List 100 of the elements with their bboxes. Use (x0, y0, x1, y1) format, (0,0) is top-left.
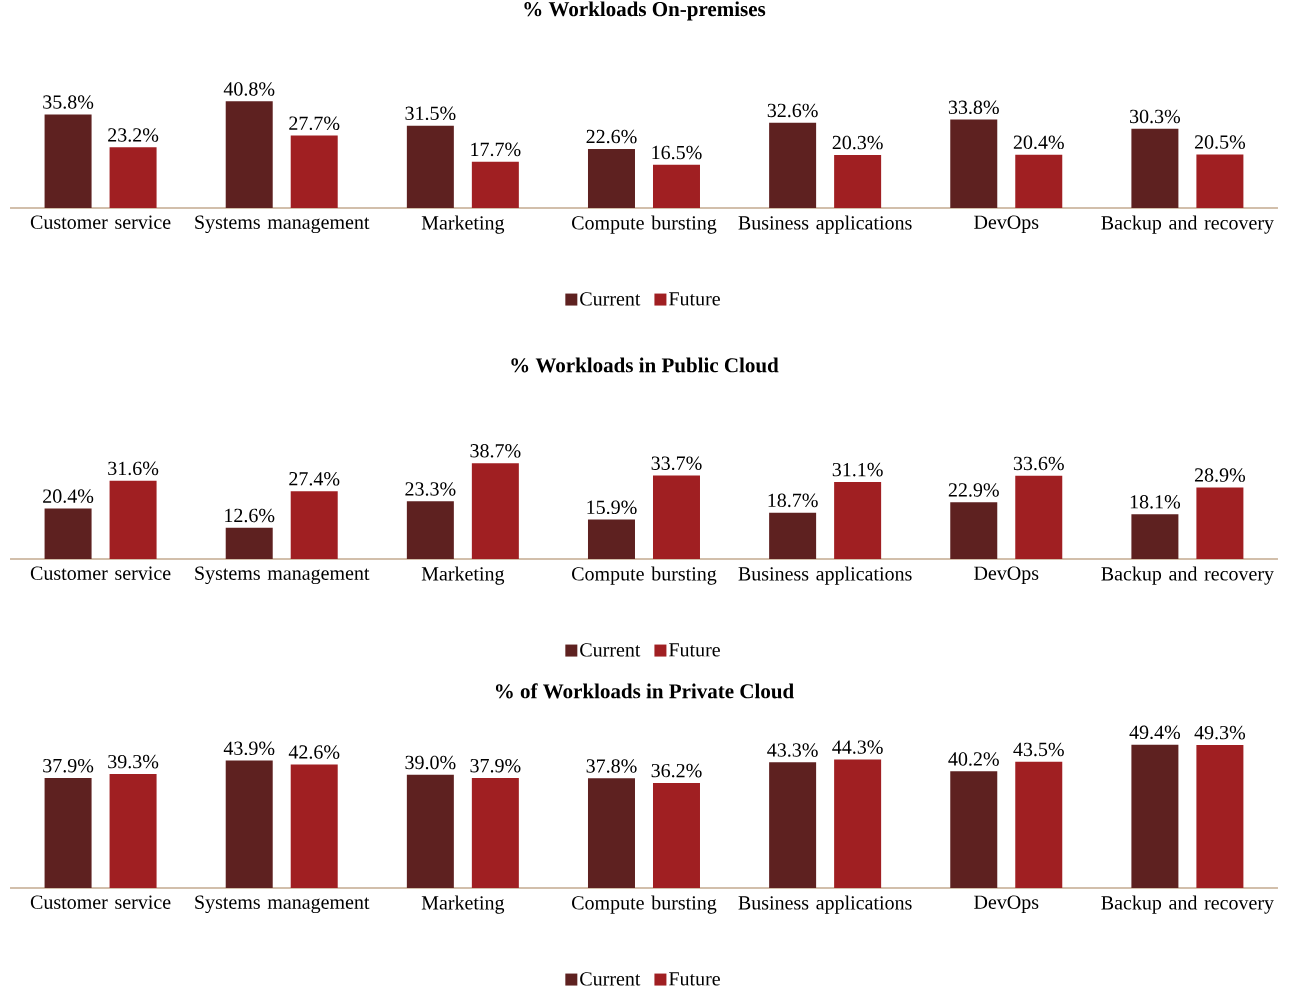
x-tick-label: Systems management (195, 566, 370, 585)
bar (1131, 128, 1179, 208)
x-tick-label: Backup and recovery (1101, 895, 1274, 914)
data-label: 31.5% (405, 106, 456, 121)
bar (1131, 514, 1179, 559)
data-label: 49.3% (1194, 725, 1246, 740)
data-label: 18.7% (768, 493, 818, 508)
data-label: 22.6% (586, 129, 637, 144)
x-tick-label: Systems management (195, 215, 370, 234)
bar (1196, 487, 1244, 559)
x-tick-label: Customer service (30, 895, 171, 909)
x-tick-label: Marketing (421, 566, 505, 585)
bar (1131, 744, 1179, 888)
bar (1196, 154, 1244, 208)
bar (225, 527, 273, 559)
bar (471, 161, 519, 208)
data-label: 31.1% (832, 462, 883, 477)
legend-label: Future (669, 643, 720, 657)
x-tick-label: DevOps (974, 895, 1039, 914)
bar (1015, 154, 1063, 208)
bar (225, 760, 273, 888)
data-label: 39.0% (405, 755, 456, 770)
x-tick-label: Compute bursting (572, 895, 717, 914)
bar (109, 773, 157, 888)
x-tick-label: Customer service (30, 566, 171, 580)
data-label: 31.6% (108, 461, 159, 476)
data-label: 35.8% (43, 95, 94, 109)
data-label: 36.2% (651, 763, 702, 778)
bar (834, 759, 882, 888)
data-label: 38.7% (470, 444, 521, 458)
bar (769, 762, 817, 888)
x-tick-label: Compute bursting (572, 566, 717, 585)
bar (109, 147, 157, 208)
data-label: 40.8% (223, 82, 275, 96)
bar (587, 519, 635, 559)
bar (44, 114, 92, 208)
bar (290, 764, 338, 888)
chart-title: % Workloads in Public Cloud (511, 357, 779, 373)
bar (950, 119, 998, 208)
data-label: 20.5% (1194, 135, 1246, 149)
data-label: 37.9% (43, 758, 94, 773)
data-label: 32.6% (767, 103, 818, 118)
bar (587, 148, 635, 208)
x-tick-label: Customer service (30, 215, 171, 229)
x-tick-label: Business applications (738, 566, 912, 585)
data-label: 17.7% (471, 142, 521, 157)
bar (834, 154, 882, 208)
bar (290, 491, 338, 559)
x-tick-label: Systems management (195, 895, 370, 914)
data-label: 37.8% (586, 759, 637, 773)
data-label: 27.7% (289, 116, 340, 131)
bar (652, 164, 700, 208)
bar (44, 508, 92, 559)
bar (406, 125, 454, 208)
bar (406, 501, 454, 559)
data-label: 49.4% (1129, 725, 1181, 740)
bar (769, 122, 817, 208)
data-label: 33.8% (948, 100, 999, 115)
bar (225, 101, 273, 208)
bar (109, 480, 157, 559)
legend-label: Current (580, 292, 641, 306)
bar (652, 475, 700, 559)
data-label: 23.3% (405, 482, 456, 496)
data-label: 28.9% (1194, 468, 1246, 482)
legend-label: Current (580, 643, 641, 657)
bar (834, 481, 882, 559)
x-tick-label: DevOps (974, 215, 1039, 234)
data-label: 33.7% (651, 456, 702, 470)
data-label: 39.3% (108, 754, 159, 769)
data-label: 12.6% (225, 508, 275, 523)
data-label: 33.6% (1013, 456, 1064, 471)
x-tick-label: Backup and recovery (1101, 215, 1274, 234)
data-label: 20.4% (1013, 135, 1064, 150)
bar (1015, 475, 1063, 559)
bar (769, 512, 817, 559)
data-label: 15.9% (587, 500, 637, 515)
bar (1196, 744, 1244, 888)
bar (406, 774, 454, 888)
x-tick-label: Marketing (421, 215, 505, 234)
data-label: 43.3% (767, 743, 818, 757)
data-label: 16.5% (652, 145, 702, 160)
data-label: 44.3% (832, 740, 883, 754)
bar (471, 778, 519, 888)
data-label: 43.5% (1013, 742, 1064, 757)
bar (471, 463, 519, 559)
data-label: 42.6% (288, 745, 340, 759)
data-label: 40.2% (948, 752, 999, 766)
bar (950, 771, 998, 888)
bar (950, 502, 998, 559)
data-label: 30.3% (1130, 109, 1181, 124)
data-label: 43.9% (223, 741, 275, 756)
bar (652, 782, 700, 888)
data-label: 20.3% (832, 135, 883, 150)
x-tick-label: Backup and recovery (1101, 566, 1274, 585)
data-label: 18.1% (1130, 495, 1181, 509)
chart-title: % Workloads On-premises (524, 1, 766, 21)
data-label: 23.2% (108, 128, 159, 142)
data-label: 27.4% (289, 472, 340, 486)
data-label: 22.9% (948, 483, 999, 497)
legend-label: Current (580, 972, 641, 986)
